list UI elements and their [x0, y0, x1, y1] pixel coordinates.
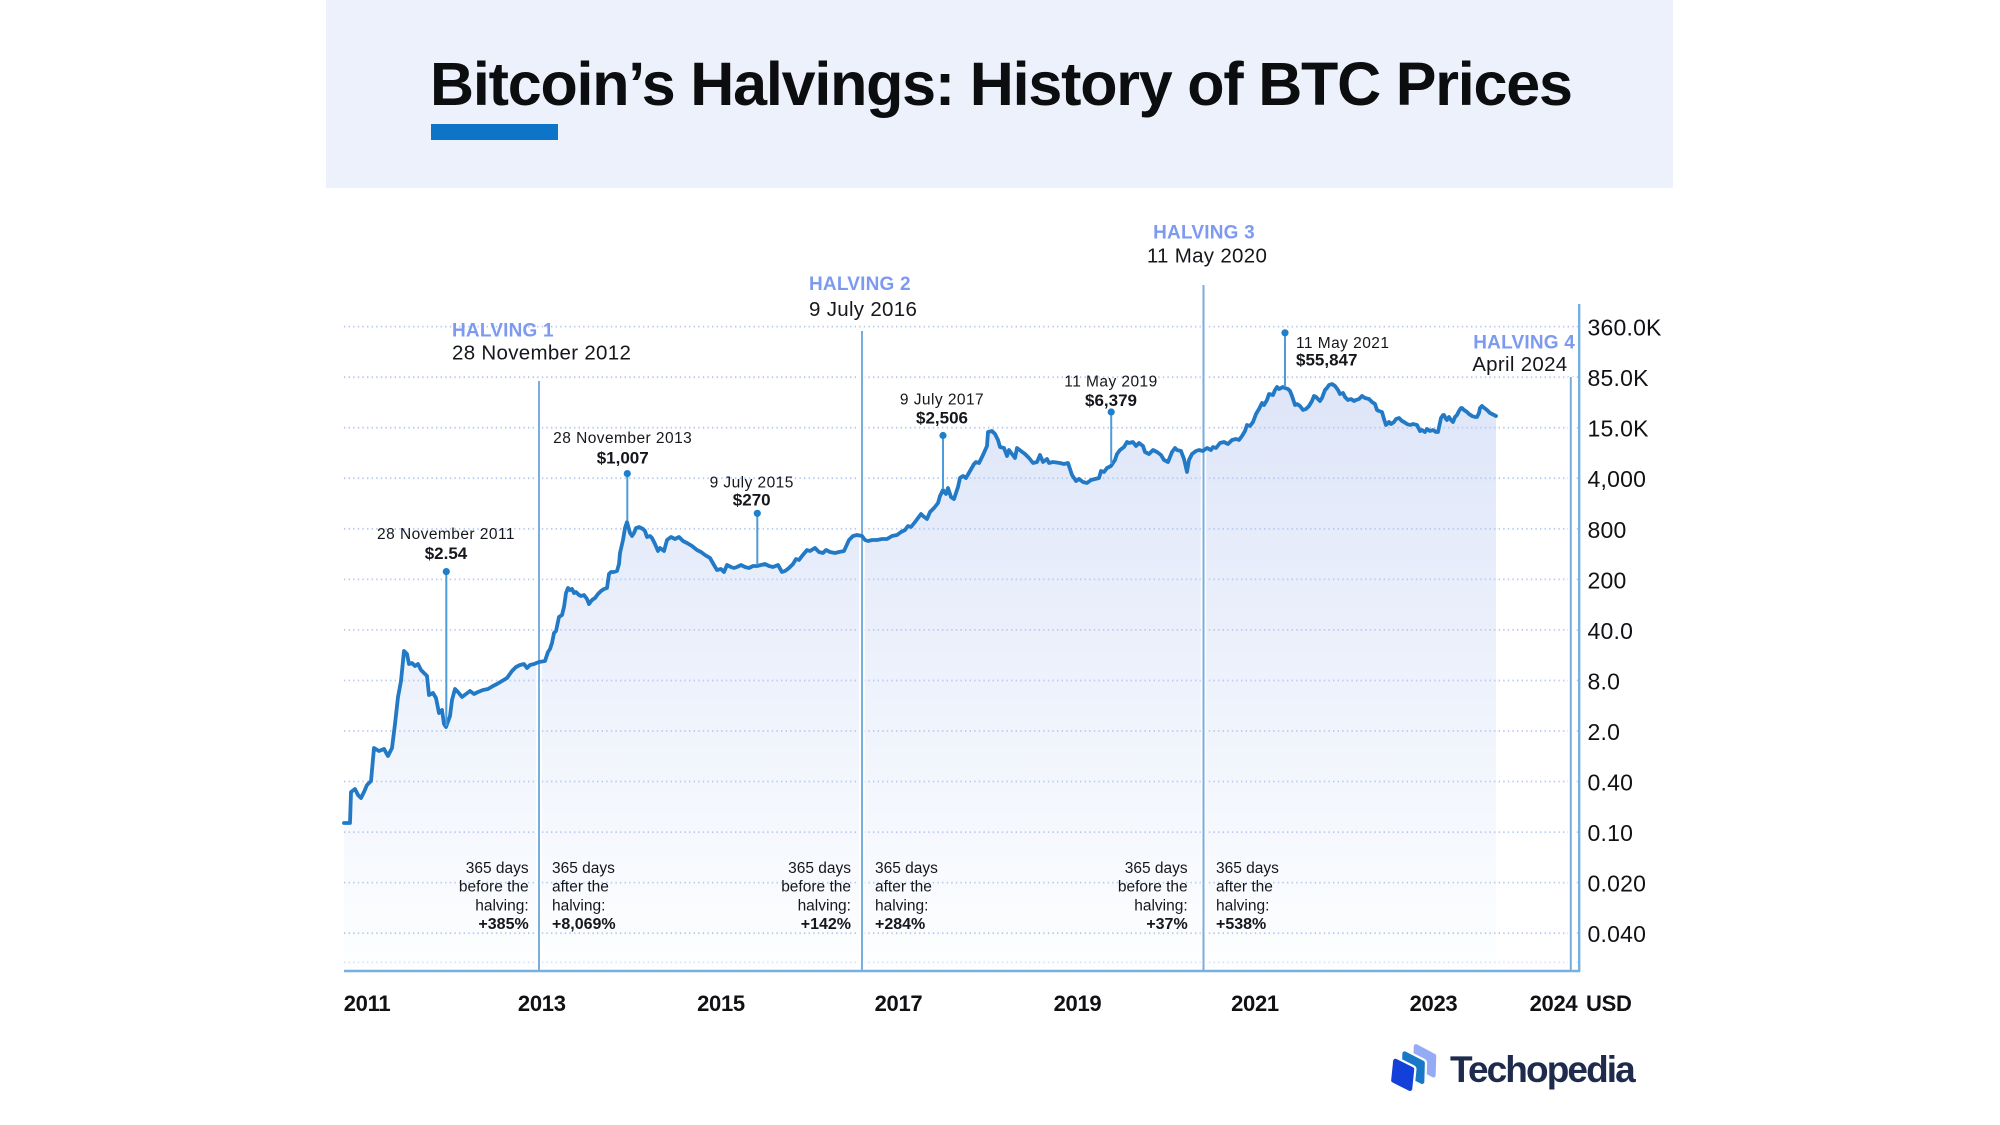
svg-text:365 days: 365 days — [552, 860, 615, 877]
svg-text:$2.54: $2.54 — [425, 544, 468, 563]
svg-text:+538%: +538% — [1216, 916, 1266, 933]
svg-text:11 May 2021: 11 May 2021 — [1296, 335, 1389, 352]
svg-text:after the: after the — [875, 879, 932, 896]
svg-text:$2,506: $2,506 — [916, 409, 968, 428]
svg-text:after the: after the — [552, 879, 609, 896]
svg-text:halving:: halving: — [552, 897, 605, 914]
svg-text:15.0K: 15.0K — [1588, 416, 1650, 442]
svg-text:+37%: +37% — [1146, 916, 1187, 933]
svg-text:HALVING 1: HALVING 1 — [452, 321, 554, 342]
svg-text:halving:: halving: — [798, 897, 851, 914]
svg-text:2011: 2011 — [344, 991, 391, 1016]
svg-text:HALVING 2: HALVING 2 — [809, 274, 911, 295]
svg-text:9 July 2016: 9 July 2016 — [809, 298, 917, 321]
svg-text:28 November 2011: 28 November 2011 — [377, 526, 515, 543]
svg-text:$6,379: $6,379 — [1085, 391, 1137, 410]
svg-text:April 2024: April 2024 — [1472, 353, 1567, 376]
svg-text:2017: 2017 — [875, 991, 923, 1016]
svg-text:28 November 2012: 28 November 2012 — [452, 341, 631, 364]
svg-text:2013: 2013 — [518, 991, 566, 1016]
svg-text:0.040: 0.040 — [1588, 921, 1647, 947]
svg-text:0.40: 0.40 — [1588, 770, 1634, 796]
svg-text:Techopedia: Techopedia — [1450, 1049, 1636, 1090]
svg-text:before the: before the — [1118, 879, 1188, 896]
svg-text:2015: 2015 — [697, 991, 745, 1016]
svg-text:HALVING 4: HALVING 4 — [1473, 332, 1575, 353]
svg-text:0.020: 0.020 — [1588, 871, 1647, 897]
svg-text:365 days: 365 days — [1125, 860, 1188, 877]
svg-text:11 May 2019: 11 May 2019 — [1064, 374, 1157, 391]
svg-text:365 days: 365 days — [1216, 860, 1279, 877]
svg-text:2023: 2023 — [1410, 991, 1458, 1016]
svg-text:before the: before the — [459, 879, 529, 896]
svg-text:9 July 2017: 9 July 2017 — [900, 392, 984, 409]
svg-text:$1,007: $1,007 — [597, 449, 649, 468]
svg-text:365 days: 365 days — [466, 860, 529, 877]
svg-text:+8,069%: +8,069% — [552, 916, 616, 933]
svg-text:2021: 2021 — [1231, 991, 1279, 1016]
svg-text:$270: $270 — [733, 490, 771, 509]
svg-text:4,000: 4,000 — [1588, 466, 1647, 492]
svg-text:+284%: +284% — [875, 916, 925, 933]
svg-text:halving:: halving: — [1216, 897, 1269, 914]
svg-text:halving:: halving: — [475, 897, 528, 914]
svg-text:28 November 2013: 28 November 2013 — [553, 430, 692, 447]
svg-text:9 July 2015: 9 July 2015 — [710, 475, 794, 492]
svg-text:0.10: 0.10 — [1588, 820, 1634, 846]
svg-text:365 days: 365 days — [788, 860, 851, 877]
svg-text:365 days: 365 days — [875, 860, 938, 877]
svg-text:before the: before the — [781, 879, 851, 896]
svg-text:halving:: halving: — [875, 897, 928, 914]
svg-text:USD: USD — [1586, 991, 1632, 1016]
svg-text:85.0K: 85.0K — [1588, 365, 1650, 391]
svg-text:after the: after the — [1216, 879, 1273, 896]
svg-text:8.0: 8.0 — [1588, 669, 1621, 695]
svg-text:$55,847: $55,847 — [1296, 351, 1357, 370]
svg-text:2019: 2019 — [1054, 991, 1102, 1016]
svg-text:+142%: +142% — [801, 916, 851, 933]
svg-text:11 May 2020: 11 May 2020 — [1147, 245, 1267, 268]
svg-text:2.0: 2.0 — [1588, 719, 1621, 745]
svg-text:200: 200 — [1588, 567, 1627, 593]
svg-text:HALVING 3: HALVING 3 — [1153, 223, 1255, 244]
svg-text:360.0K: 360.0K — [1588, 315, 1663, 341]
svg-text:800: 800 — [1588, 517, 1627, 543]
svg-text:2024: 2024 — [1530, 991, 1579, 1016]
svg-text:halving:: halving: — [1134, 897, 1187, 914]
svg-text:40.0: 40.0 — [1588, 618, 1634, 644]
svg-text:+385%: +385% — [478, 916, 528, 933]
